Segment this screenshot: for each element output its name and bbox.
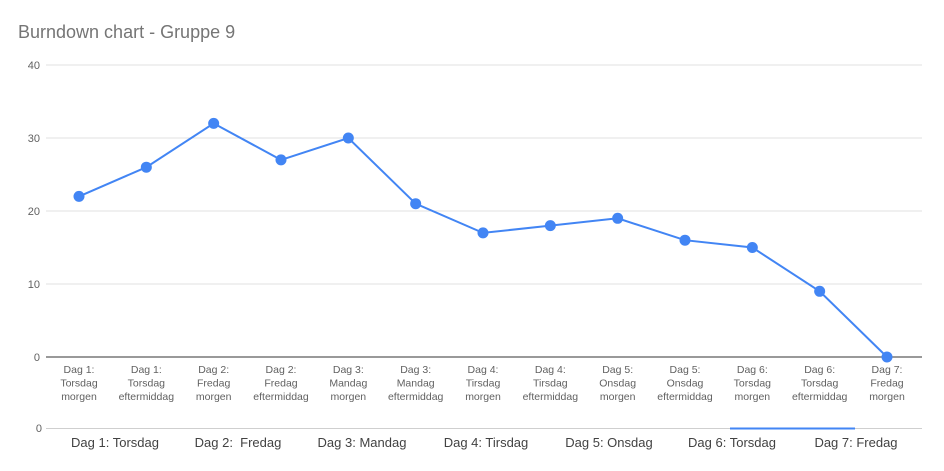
data-point-9	[679, 234, 691, 246]
x-tick-label-1: Dag 1: Torsdag eftermiddag	[119, 364, 175, 403]
x-tick-label-7: Dag 4: Tirsdag eftermiddag	[523, 364, 579, 403]
y-tick-label-30: 30	[28, 133, 40, 145]
day-label-1: Dag 1: Torsdag	[71, 435, 159, 450]
data-point-5	[410, 198, 422, 210]
data-point-3	[275, 154, 287, 166]
day-label-4: Dag 4: Tirsdag	[444, 435, 529, 450]
x-tick-label-0: Dag 1: Torsdag morgen	[60, 364, 98, 403]
data-point-10	[746, 242, 758, 253]
x-tick-label-9: Dag 5: Onsdag eftermiddag	[657, 364, 713, 403]
lower-axis-tick-zero: 0	[36, 423, 42, 435]
x-tick-label-6: Dag 4: Tirsdag morgen	[465, 364, 501, 403]
series-line	[78, 122, 888, 358]
x-tick-label-3: Dag 2: Fredag eftermiddag	[253, 364, 309, 403]
x-tick-label-12: Dag 7: Fredag morgen	[869, 364, 905, 403]
y-tick-label-0: 0	[34, 352, 40, 364]
lower-day-axis: 0 Dag 1: Torsdag Dag 2: Fredag Dag 3: Manda…	[36, 423, 922, 450]
day-label-5: Dag 5: Onsdag	[565, 435, 652, 450]
x-tick-label-2: Dag 2: Fredag morgen	[196, 364, 232, 403]
y-axis-ticks: 0 10 20 30 40	[28, 60, 40, 364]
series-line-layer	[78, 122, 888, 358]
data-point-4	[342, 132, 354, 144]
x-tick-label-5: Dag 3: Mandag eftermiddag	[388, 364, 444, 403]
grid-layer	[46, 64, 922, 358]
day-label-6: Dag 6: Torsdag	[688, 435, 776, 450]
y-tick-label-10: 10	[28, 279, 40, 291]
data-point-0	[73, 190, 85, 202]
data-point-7	[544, 220, 556, 232]
data-point-1	[140, 161, 152, 173]
data-point-12	[881, 351, 893, 363]
data-point-6	[477, 227, 489, 239]
data-point-2	[208, 117, 220, 129]
x-tick-label-11: Dag 6: Torsdag eftermiddag	[792, 364, 848, 403]
data-point-8	[612, 212, 624, 224]
day-label-3: Dag 3: Mandag	[318, 435, 407, 450]
data-point-11	[814, 285, 826, 297]
data-points	[73, 117, 893, 363]
x-tick-label-10: Dag 6: Torsdag morgen	[734, 364, 772, 403]
chart-title: Burndown chart - Gruppe 9	[18, 22, 236, 42]
day-label-7: Dag 7: Fredag	[814, 435, 897, 450]
day-label-2: Dag 2: Fredag	[195, 435, 282, 450]
y-tick-label-40: 40	[28, 60, 40, 72]
x-tick-label-8: Dag 5: Onsdag morgen	[599, 364, 636, 403]
x-tick-label-4: Dag 3: Mandag morgen	[329, 364, 367, 403]
y-tick-label-20: 20	[28, 206, 40, 218]
x-axis-ticks: Dag 1: Torsdag morgen Dag 1: Torsdag eftermid…	[60, 364, 905, 403]
